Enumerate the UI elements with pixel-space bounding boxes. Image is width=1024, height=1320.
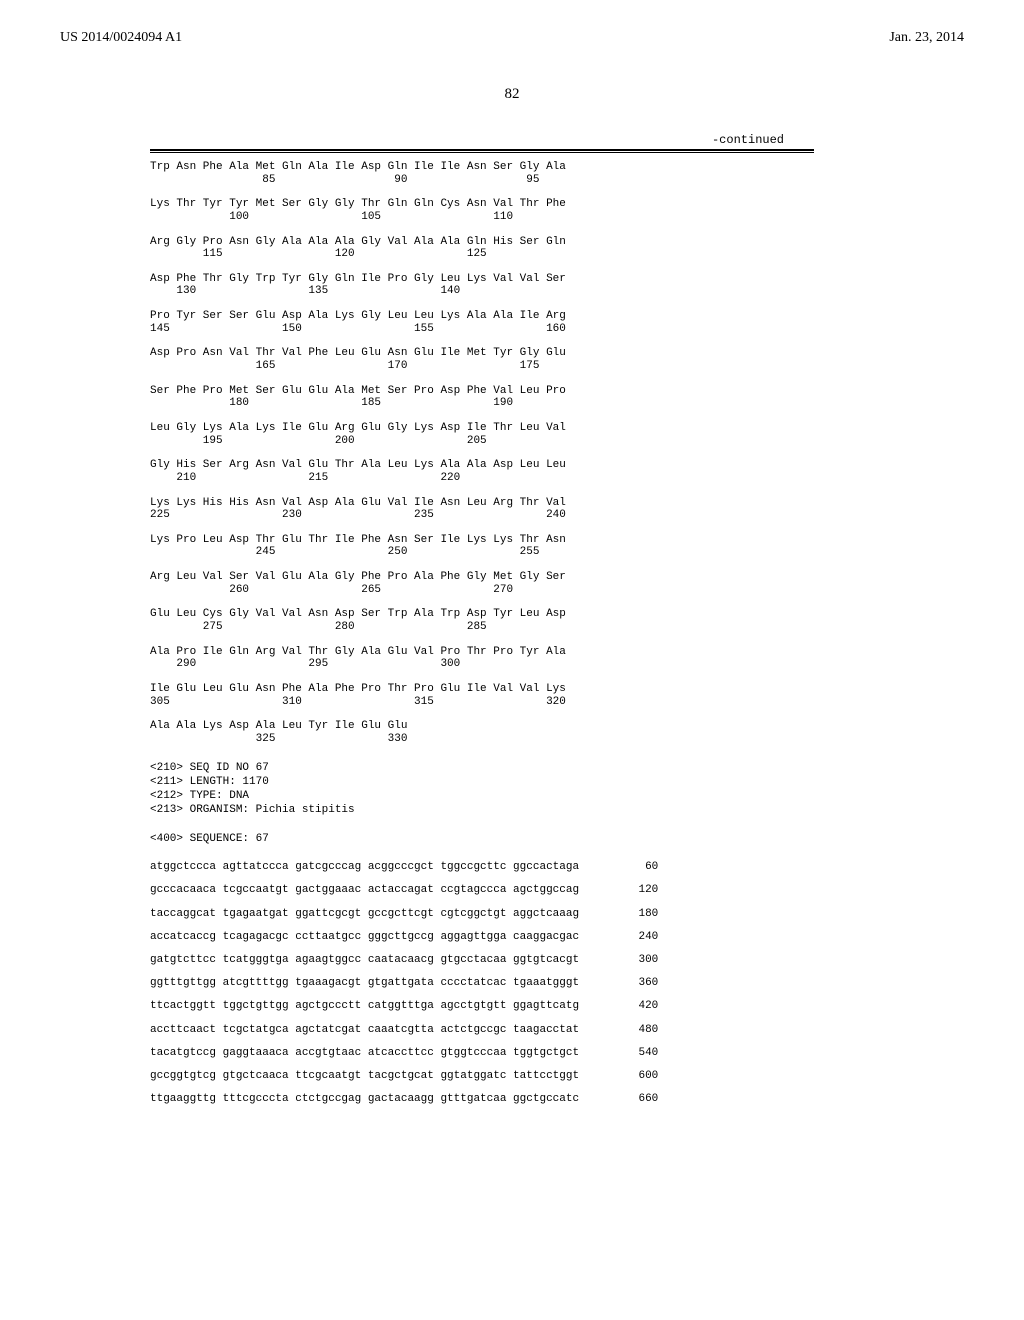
protein-sequence-row: Arg Gly Pro Asn Gly Ala Ala Ala Gly Val … — [150, 236, 964, 261]
protein-sequence-row: Ala Ala Lys Asp Ala Leu Tyr Ile Glu Glu … — [150, 720, 964, 745]
protein-sequence-row: Ser Phe Pro Met Ser Glu Glu Ala Met Ser … — [150, 385, 964, 410]
dna-sequence-row: gccggtgtcg gtgctcaaca ttcgcaatgt tacgctg… — [150, 1070, 964, 1083]
patent-header: US 2014/0024094 A1 Jan. 23, 2014 — [60, 30, 964, 46]
protein-sequence-row: Lys Thr Tyr Tyr Met Ser Gly Gly Thr Gln … — [150, 198, 964, 223]
protein-sequence-row: Ile Glu Leu Glu Asn Phe Ala Phe Pro Thr … — [150, 683, 964, 708]
horizontal-rule — [150, 149, 814, 151]
dna-sequence-block: atggctccca agttatccca gatcgcccag acggccc… — [150, 861, 964, 1106]
protein-sequence-row: Leu Gly Lys Ala Lys Ile Glu Arg Glu Gly … — [150, 422, 964, 447]
protein-sequence-row: Trp Asn Phe Ala Met Gln Ala Ile Asp Gln … — [150, 161, 964, 186]
dna-sequence-row: atggctccca agttatccca gatcgcccag acggccc… — [150, 861, 964, 874]
patent-date: Jan. 23, 2014 — [889, 30, 964, 46]
protein-sequence-row: Gly His Ser Arg Asn Val Glu Thr Ala Leu … — [150, 459, 964, 484]
protein-sequence-row: Ala Pro Ile Gln Arg Val Thr Gly Ala Glu … — [150, 646, 964, 671]
dna-sequence-row: ttcactggtt tggctgttgg agctgccctt catggtt… — [150, 1000, 964, 1013]
dna-sequence-row: accatcaccg tcagagacgc ccttaatgcc gggcttg… — [150, 931, 964, 944]
horizontal-rule-thin — [150, 152, 814, 153]
protein-sequence-row: Lys Pro Leu Asp Thr Glu Thr Ile Phe Asn … — [150, 534, 964, 559]
page-number: 82 — [60, 86, 964, 103]
dna-sequence-row: taccaggcat tgagaatgat ggattcgcgt gccgctt… — [150, 908, 964, 921]
dna-sequence-row: ggtttgttgg atcgttttgg tgaaagacgt gtgattg… — [150, 977, 964, 990]
dna-sequence-row: accttcaact tcgctatgca agctatcgat caaatcg… — [150, 1024, 964, 1037]
dna-sequence-row: gatgtcttcc tcatgggtga agaagtggcc caataca… — [150, 954, 964, 967]
sequence-metadata: <210> SEQ ID NO 67 <211> LENGTH: 1170 <2… — [150, 761, 964, 847]
protein-sequence-row: Asp Phe Thr Gly Trp Tyr Gly Gln Ile Pro … — [150, 273, 964, 298]
protein-sequence-row: Lys Lys His His Asn Val Asp Ala Glu Val … — [150, 497, 964, 522]
protein-sequence-row: Asp Pro Asn Val Thr Val Phe Leu Glu Asn … — [150, 347, 964, 372]
protein-sequence-row: Glu Leu Cys Gly Val Val Asn Asp Ser Trp … — [150, 608, 964, 633]
patent-number: US 2014/0024094 A1 — [60, 30, 182, 46]
dna-sequence-row: tacatgtccg gaggtaaaca accgtgtaac atcacct… — [150, 1047, 964, 1060]
dna-sequence-row: gcccacaaca tcgccaatgt gactggaaac actacca… — [150, 884, 964, 897]
dna-sequence-row: ttgaaggttg tttcgcccta ctctgccgag gactaca… — [150, 1093, 964, 1106]
protein-sequence-row: Arg Leu Val Ser Val Glu Ala Gly Phe Pro … — [150, 571, 964, 596]
continued-label: -continued — [60, 133, 964, 147]
protein-sequence-row: Pro Tyr Ser Ser Glu Asp Ala Lys Gly Leu … — [150, 310, 964, 335]
protein-sequence-block: Trp Asn Phe Ala Met Gln Ala Ile Asp Gln … — [150, 161, 964, 746]
